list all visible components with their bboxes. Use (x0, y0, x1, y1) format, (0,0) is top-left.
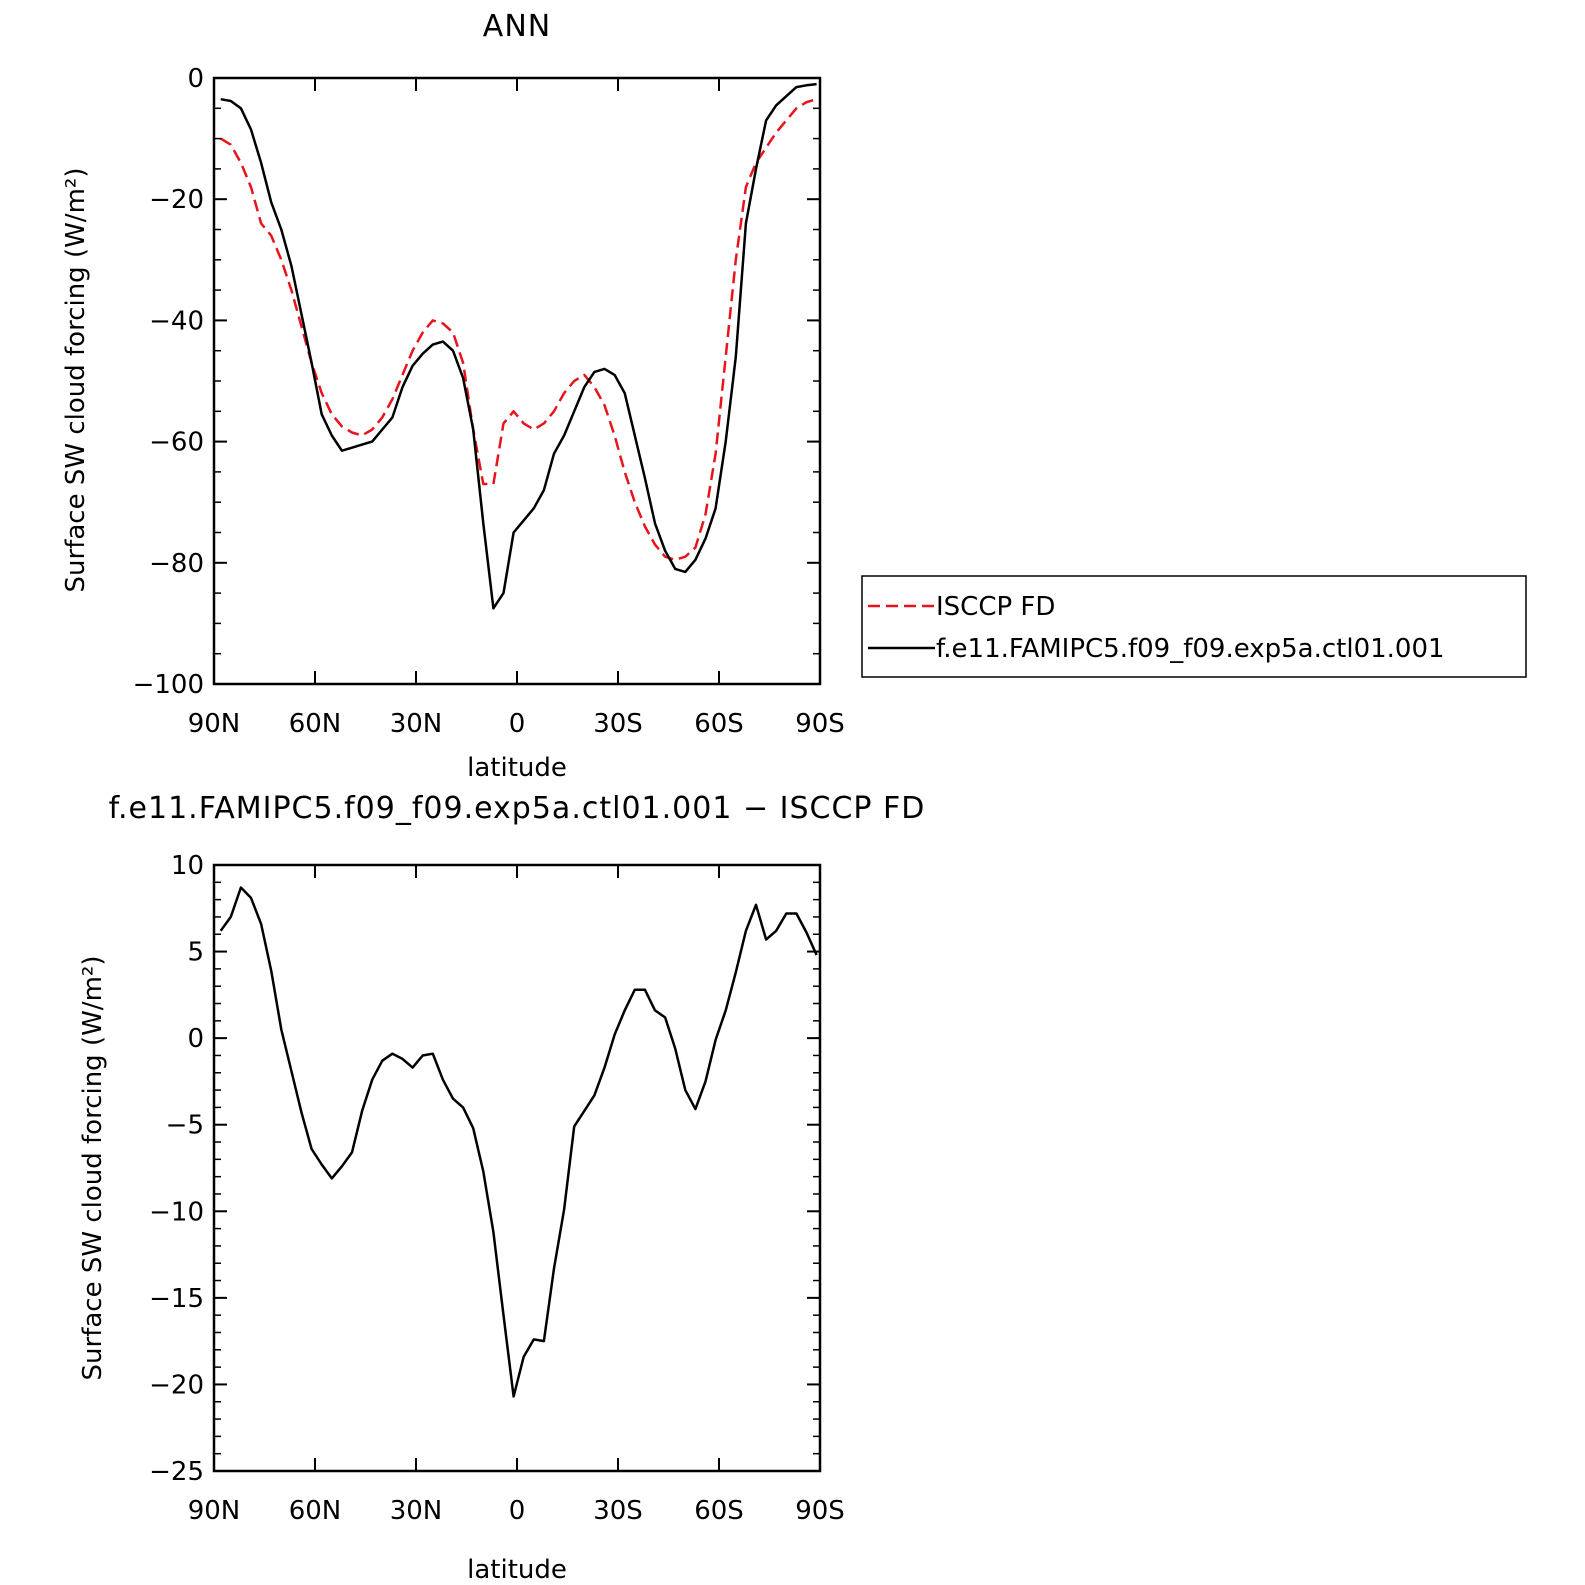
chart2-y-tick-label: −10 (149, 1197, 204, 1227)
chart2-y-tick-label: −15 (149, 1284, 204, 1314)
chart2-x-axis-label: latitude (467, 1555, 567, 1585)
chart1-x-axis-label: latitude (467, 753, 567, 783)
chart1-x-tick-label: 30S (593, 709, 643, 739)
chart1-x-tick-label: 90S (795, 709, 845, 739)
chart1-y-tick-label: −20 (149, 185, 204, 215)
chart1-title: ANN (483, 9, 551, 44)
chart1-y-tick-label: −40 (149, 306, 204, 336)
chart2-y-tick-label: −20 (149, 1370, 204, 1400)
chart2-y-tick-label: −5 (166, 1111, 204, 1141)
chart1-plot-frame (212, 76, 822, 686)
chart2-title: f.e11.FAMIPC5.f09_f09.exp5a.ctl01.001 − … (109, 791, 926, 826)
chart1-x-tick-label: 60N (289, 709, 342, 739)
chart1-y-tick-label: −100 (133, 670, 204, 700)
chart2-x-tick-label: 30N (390, 1496, 443, 1526)
chart1-y-tick-label: −60 (149, 428, 204, 458)
chart2-series-line-1 (219, 886, 818, 1398)
chart2-y-axis-label: Surface SW cloud forcing (W/m²) (78, 956, 108, 1381)
chart2-x-tick-label: 0 (509, 1496, 526, 1526)
chart2-x-tick-label: 90S (795, 1496, 845, 1526)
chart1-series-line-2 (220, 82, 817, 610)
chart-annual-mean: ANN Surface SW cloud forcing (W/m²) lati… (61, 9, 1527, 783)
chart2-y-tick-label: 5 (187, 938, 204, 968)
chart2-y-tick-label: 0 (187, 1024, 204, 1054)
chart2-x-tick-label: 60N (289, 1496, 342, 1526)
chart2-y-tick-label: 10 (171, 851, 204, 881)
chart2-x-tick-label: 30S (593, 1496, 643, 1526)
chart1-series-line-1 (220, 98, 817, 562)
chart1-x-tick-label: 90N (188, 709, 241, 739)
chart1-x-tick-label: 60S (694, 709, 744, 739)
chart1-legend: ISCCP FD f.e11.FAMIPC5.f09_f09.exp5a.ctl… (861, 575, 1527, 678)
chart2-x-tick-label: 60S (694, 1496, 744, 1526)
chart1-y-tick-label: −80 (149, 549, 204, 579)
chart2-x-tick-label: 90N (188, 1496, 241, 1526)
chart1-y-tick-label: 0 (187, 64, 204, 94)
legend-label-model: f.e11.FAMIPC5.f09_f09.exp5a.ctl01.001 (936, 634, 1445, 664)
chart2-y-tick-label: −25 (149, 1457, 204, 1487)
chart1-x-tick-label: 0 (509, 709, 526, 739)
legend-box (861, 575, 1527, 678)
chart1-y-axis-label: Surface SW cloud forcing (W/m²) (61, 168, 91, 593)
legend-label-isccp: ISCCP FD (936, 592, 1055, 622)
chart-difference: f.e11.FAMIPC5.f09_f09.exp5a.ctl01.001 − … (78, 791, 926, 1585)
chart1-x-tick-label: 30N (390, 709, 443, 739)
